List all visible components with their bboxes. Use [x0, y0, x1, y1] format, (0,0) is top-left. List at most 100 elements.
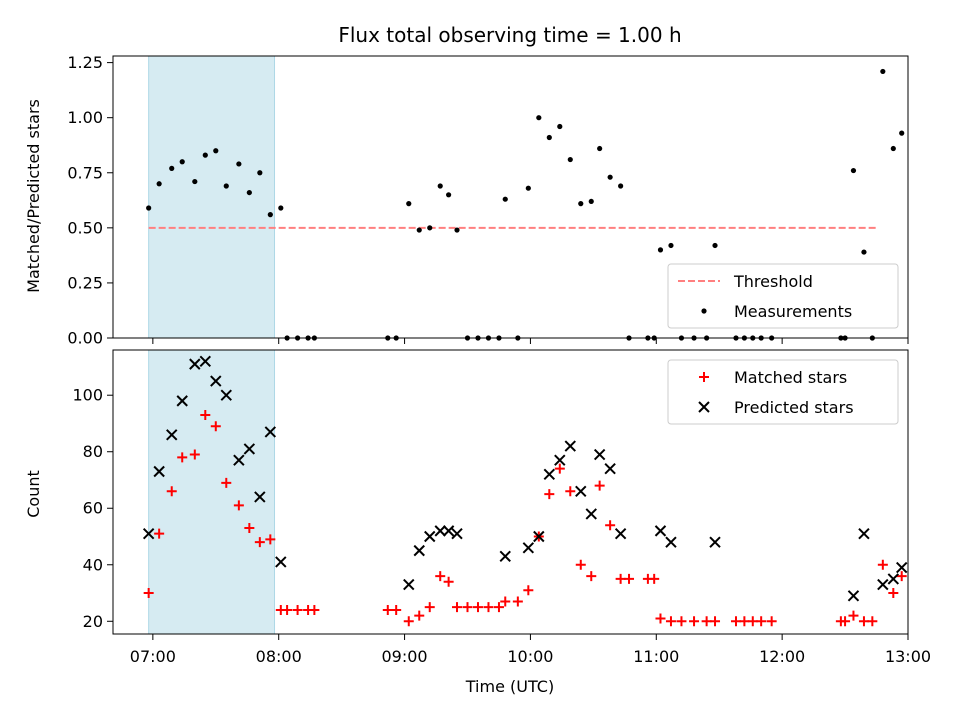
x-axis-label: Time (UTC): [465, 677, 554, 696]
top-y-tick-label: 0.00: [67, 329, 103, 348]
matched-star-point: [676, 616, 687, 627]
matched-star-point: [594, 480, 605, 491]
measurement-point: [179, 159, 185, 165]
legend-measurement-swatch: [701, 308, 707, 314]
matched-star-point: [730, 616, 741, 627]
chart-title: Flux total observing time = 1.00 h: [338, 23, 681, 47]
measurement-point: [502, 196, 508, 202]
top-y-axis-label: Matched/Predicted stars: [24, 99, 43, 293]
x-tick-label: 10:00: [507, 647, 553, 666]
predicted-star-point: [533, 530, 545, 543]
predicted-star-point: [858, 527, 870, 540]
matched-star-point: [544, 489, 555, 500]
matched-star-point: [154, 528, 165, 539]
matched-star-point: [200, 409, 211, 420]
bottom-y-tick-label: 80: [83, 442, 103, 461]
matched-star-point: [177, 452, 188, 463]
matched-star-point: [554, 463, 565, 474]
predicted-star-point: [233, 454, 245, 466]
matched-star-point: [605, 520, 616, 531]
matched-star-point: [655, 613, 666, 624]
x-tick-label: 13:00: [885, 647, 931, 666]
measurement-point: [880, 68, 886, 75]
matched-star-point: [210, 421, 221, 432]
matched-star-point: [858, 616, 869, 627]
measurement-point: [567, 156, 573, 163]
matched-star-point: [747, 616, 758, 627]
matched-star-point: [840, 616, 851, 627]
matched-star-point: [472, 602, 483, 613]
measurement-point: [546, 134, 552, 141]
matched-star-point: [443, 576, 454, 587]
measurement-point: [861, 249, 867, 255]
predicted-star-point: [522, 542, 535, 554]
predicted-star-point: [220, 389, 232, 401]
matched-star-point: [500, 596, 511, 607]
legend-label: Threshold: [733, 272, 813, 291]
predicted-star-point: [142, 527, 155, 540]
predicted-star-point: [887, 573, 900, 585]
matched-star-point: [414, 610, 425, 621]
predicted-star-point: [564, 440, 576, 452]
matched-star-point: [166, 486, 177, 497]
predicted-star-point: [895, 561, 908, 574]
measurement-point: [890, 145, 896, 152]
legend-label: Matched stars: [734, 368, 847, 387]
predicted-star-point: [877, 578, 889, 591]
x-tick-label: 11:00: [633, 647, 679, 666]
matched-star-point: [649, 573, 660, 584]
predicted-star-point: [264, 426, 277, 438]
matched-star-point: [766, 616, 777, 627]
predicted-star-point: [593, 448, 606, 461]
matched-star-point: [586, 571, 597, 582]
matched-star-point: [483, 602, 494, 613]
measurement-point: [899, 130, 905, 136]
measurement-point: [278, 205, 284, 211]
predicted-star-point: [575, 485, 587, 498]
predicted-star-point: [176, 395, 188, 407]
top-y-tick-label: 0.75: [67, 163, 103, 182]
predicted-star-point: [665, 536, 677, 548]
measurement-point: [536, 115, 542, 121]
measurement-point: [192, 178, 198, 185]
bottom-legend-box: [667, 359, 899, 425]
matched-star-point: [493, 602, 504, 613]
measurement-point: [156, 181, 162, 187]
measurement-point: [246, 189, 252, 196]
matched-star-point: [710, 616, 721, 627]
top-legend: Threshold Measurements: [667, 263, 899, 329]
measurement-point: [416, 227, 422, 233]
bottom-y-tick-label: 20: [83, 612, 103, 631]
predicted-star-point: [585, 508, 597, 520]
predicted-star-point: [434, 525, 446, 537]
matched-star-point: [888, 588, 899, 599]
predicted-star-point: [189, 358, 201, 370]
predicted-star-point: [709, 536, 721, 548]
bottom-axes-frame: [112, 349, 909, 635]
top-panel: 0.00 0.25 0.50 0.75 1.00 1.25 Threshold Measure…: [67, 53, 909, 348]
matched-star-point: [391, 604, 402, 615]
measurement-point: [850, 167, 857, 174]
matched-star-point: [282, 604, 293, 615]
predicted-star-point: [210, 375, 222, 387]
matched-star-point: [689, 616, 700, 627]
measurement-point: [223, 183, 229, 189]
predicted-star-point: [243, 443, 256, 455]
measurement-point: [437, 183, 443, 189]
matched-star-point: [244, 523, 255, 534]
x-tick-label: 12:00: [759, 647, 805, 666]
predicted-star-point: [554, 454, 566, 466]
predicted-star-point: [604, 462, 616, 475]
matched-star-point: [309, 604, 320, 615]
matched-star-point: [382, 604, 393, 615]
predicted-star-point: [413, 544, 425, 557]
matched-star-point: [265, 534, 276, 545]
x-tick-label: 07:00: [130, 647, 176, 666]
measurement-point: [267, 212, 273, 218]
matched-star-point: [565, 486, 576, 497]
matched-star-point: [523, 585, 534, 596]
matched-star-point: [512, 596, 523, 607]
measurement-point: [446, 192, 452, 198]
matched-star-point: [867, 616, 878, 627]
measurement-point: [202, 152, 208, 158]
